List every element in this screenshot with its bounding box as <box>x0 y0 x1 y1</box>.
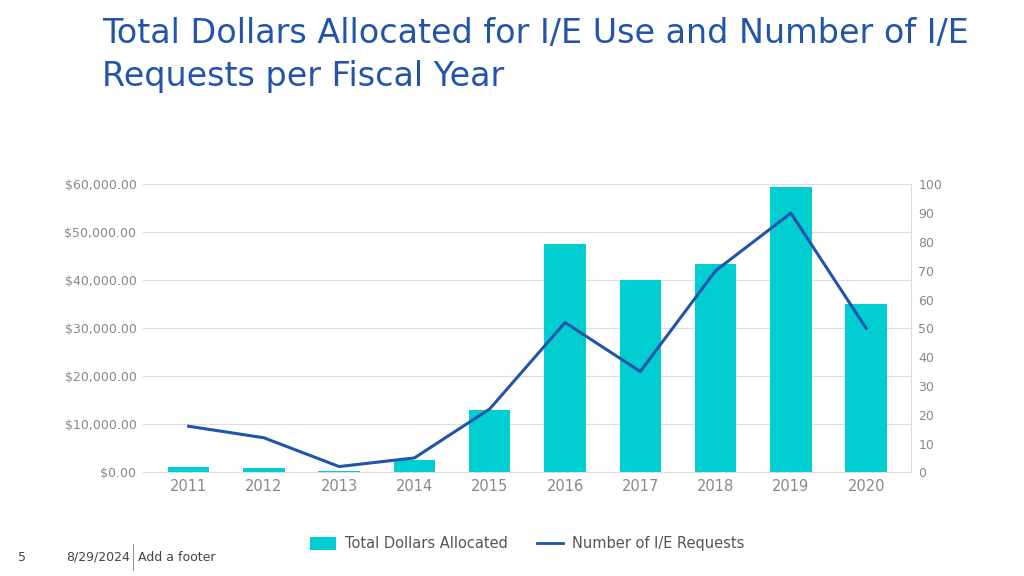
Legend: Total Dollars Allocated, Number of I/E Requests: Total Dollars Allocated, Number of I/E R… <box>310 536 744 551</box>
Bar <box>243 468 285 472</box>
Text: Requests per Fiscal Year: Requests per Fiscal Year <box>102 60 505 93</box>
Text: 5: 5 <box>18 551 27 564</box>
Bar <box>469 410 510 472</box>
Bar <box>318 471 359 472</box>
Bar <box>393 460 435 472</box>
Bar <box>545 244 586 472</box>
Bar <box>168 467 209 472</box>
Bar <box>846 304 887 472</box>
Bar <box>695 264 736 472</box>
Bar <box>620 281 662 472</box>
Bar <box>770 187 812 472</box>
Text: Total Dollars Allocated for I/E Use and Number of I/E: Total Dollars Allocated for I/E Use and … <box>102 17 970 50</box>
Text: Add a footer: Add a footer <box>138 551 216 564</box>
Text: 8/29/2024: 8/29/2024 <box>67 551 130 564</box>
